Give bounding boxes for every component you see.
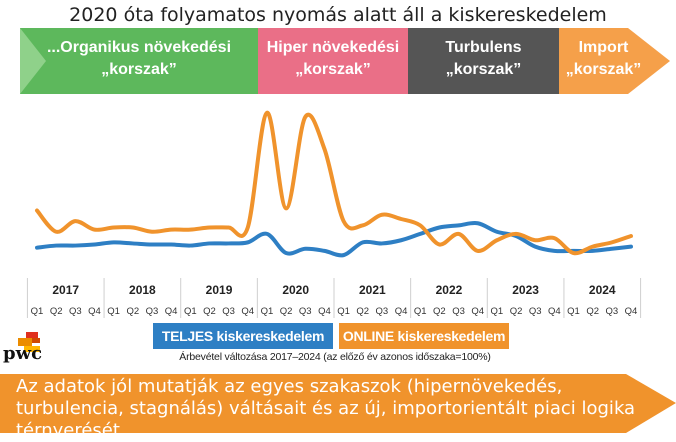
- phase-banner: ...Organikus növekedési „korszak” Hiper nö…: [20, 28, 670, 94]
- quarter-label: Q4: [88, 306, 101, 317]
- year-label: 2021: [359, 283, 386, 297]
- quarter-label: Q4: [318, 306, 331, 317]
- phase-label-4: Import: [579, 39, 629, 56]
- quarter-label: Q4: [395, 306, 408, 317]
- quarter-label: Q3: [529, 306, 542, 317]
- quarter-label: Q1: [337, 306, 350, 317]
- quarter-label: Q2: [433, 306, 446, 317]
- quarter-label: Q3: [299, 306, 312, 317]
- phase-label-2: Hiper növekedési: [267, 39, 400, 56]
- series-lines: [37, 113, 631, 256]
- quarter-label: Q3: [605, 306, 618, 317]
- quarter-label: Q1: [107, 306, 120, 317]
- quarter-label: Q2: [50, 306, 63, 317]
- quarter-label: Q2: [280, 306, 293, 317]
- quarter-label: Q1: [567, 306, 580, 317]
- quarter-label: Q3: [452, 306, 465, 317]
- quarter-label: Q4: [548, 306, 561, 317]
- quarter-label: Q3: [222, 306, 235, 317]
- quarter-label: Q4: [625, 306, 638, 317]
- quarter-label: Q3: [69, 306, 82, 317]
- phase-label-1: ...Organikus növekedési: [47, 39, 231, 56]
- quarter-label: Q2: [356, 306, 369, 317]
- year-label: 2020: [282, 283, 309, 297]
- quarter-label: Q3: [146, 306, 159, 317]
- quarter-label: Q2: [510, 306, 523, 317]
- quarter-label: Q2: [203, 306, 216, 317]
- year-label: 2024: [589, 283, 616, 297]
- series-line-online: [37, 113, 631, 254]
- quarter-label: Q1: [414, 306, 427, 317]
- phase-sublabel-4: „korszak”: [566, 61, 642, 78]
- quarter-label: Q2: [126, 306, 139, 317]
- quarter-label: Q4: [165, 306, 178, 317]
- year-label: 2017: [52, 283, 79, 297]
- quarter-label: Q4: [471, 306, 484, 317]
- phase-sublabel-1: „korszak”: [101, 61, 177, 78]
- quarter-label: Q4: [241, 306, 254, 317]
- phase-sublabel-3: „korszak”: [446, 61, 522, 78]
- quarter-label: Q3: [376, 306, 389, 317]
- quarter-label: Q1: [184, 306, 197, 317]
- legend-total: TELJES kiskereskedelem: [153, 323, 333, 349]
- quarter-label: Q1: [491, 306, 504, 317]
- quarter-label: Q2: [586, 306, 599, 317]
- quarter-label: Q1: [31, 306, 44, 317]
- quarter-label: Q1: [261, 306, 274, 317]
- year-label: 2019: [206, 283, 233, 297]
- chart: ...Organikus növekedési „korszak” Hiper nö…: [0, 0, 676, 322]
- logo-text: pwc: [3, 343, 42, 364]
- year-label: 2023: [512, 283, 539, 297]
- year-label: 2022: [436, 283, 463, 297]
- legend-online: ONLINE kiskereskedelem: [339, 323, 509, 349]
- year-label: 2018: [129, 283, 156, 297]
- phase-sublabel-2: „korszak”: [295, 61, 371, 78]
- phase-label-3: Turbulens: [445, 39, 521, 56]
- summary-text: Az adatok jól mutatják az egyes szakaszo…: [16, 376, 656, 442]
- axis-note: Árbevétel változása 2017–2024 (az előző …: [150, 351, 520, 363]
